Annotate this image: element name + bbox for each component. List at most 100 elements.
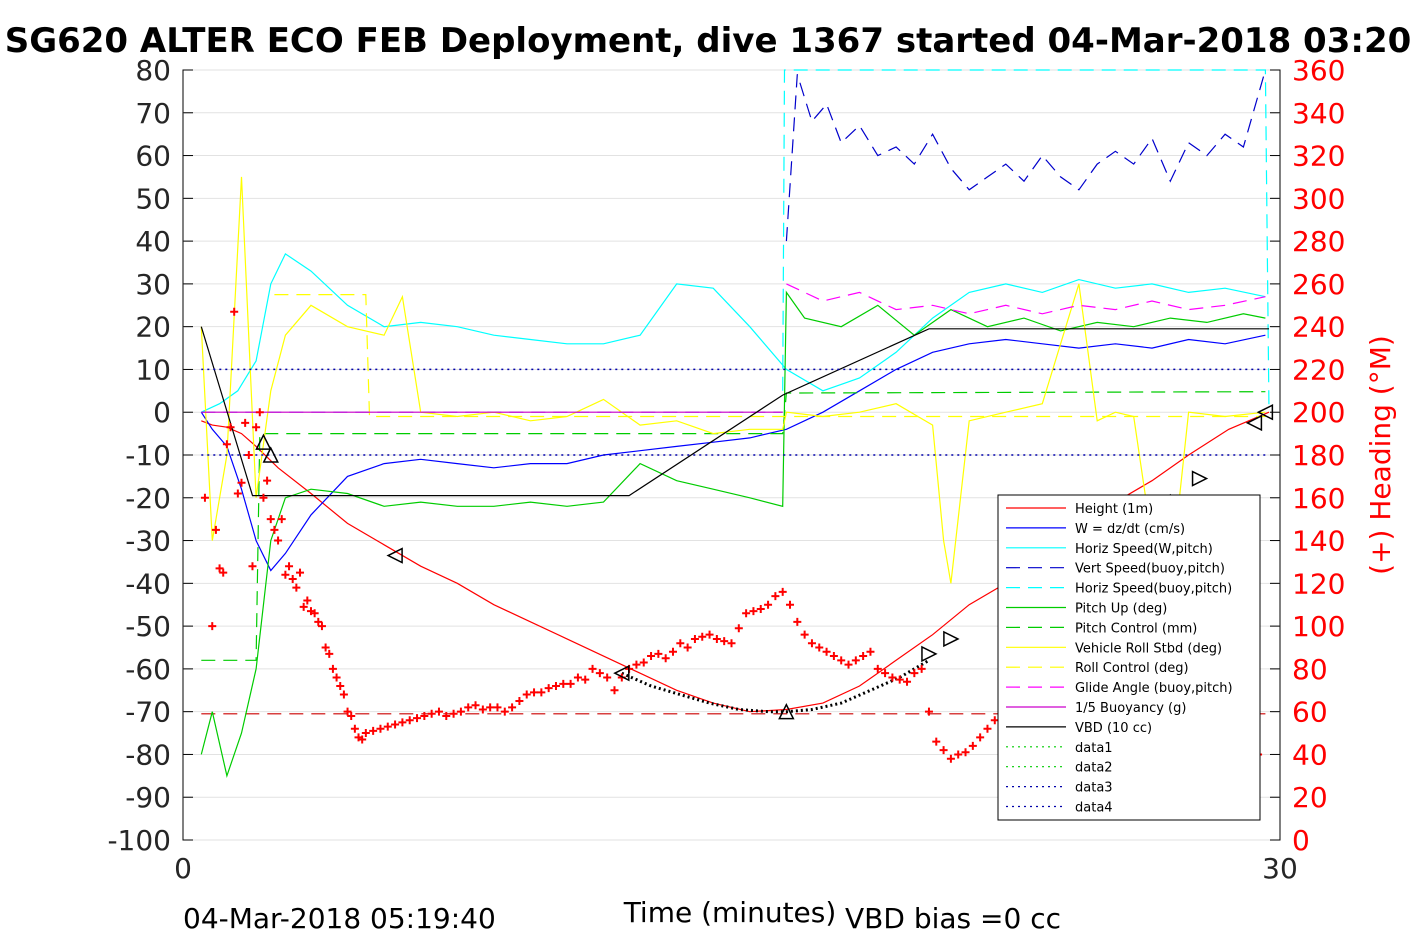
heading-point [946, 754, 955, 763]
heading-point [332, 673, 341, 682]
heading-point [299, 602, 308, 611]
heading-point [522, 690, 531, 699]
left-tick-label: 50 [135, 182, 171, 215]
heading-point [742, 609, 751, 618]
heading-point [226, 423, 235, 432]
heading-point [888, 673, 897, 682]
heading-point [588, 664, 597, 673]
left-tick-label: 30 [135, 268, 171, 301]
legend-label: Pitch Control (mm) [1075, 621, 1197, 636]
left-tick-label: -90 [125, 781, 171, 814]
heading-point [248, 562, 257, 571]
triangle-marker [778, 702, 795, 720]
heading-point [829, 652, 838, 661]
series-line-5 [200, 290, 1266, 778]
heading-point [347, 711, 356, 720]
heading-point [266, 515, 275, 524]
heading-point [310, 609, 319, 618]
heading-point [712, 634, 721, 643]
left-tick-label: -50 [125, 610, 171, 643]
left-tick-label: -60 [125, 653, 171, 686]
heading-point [983, 724, 992, 733]
heading-point [405, 716, 414, 725]
heading-point [339, 690, 348, 699]
heading-point [851, 656, 860, 665]
heading-point [288, 575, 297, 584]
heading-point [771, 592, 780, 601]
heading-point [720, 637, 729, 646]
triangle-marker [1191, 470, 1209, 487]
legend-label: data4 [1075, 801, 1113, 816]
right-tick-label: 320 [1292, 140, 1345, 173]
heading-point [361, 729, 370, 738]
heading-point [208, 622, 217, 631]
right-tick-label: 280 [1292, 225, 1345, 258]
heading-point [259, 493, 268, 502]
y-axis-right-label: (+) Heading (°M) [1364, 335, 1397, 575]
heading-point [274, 536, 283, 545]
heading-point [493, 703, 502, 712]
heading-point [822, 647, 831, 656]
right-tick-label: 20 [1292, 781, 1328, 814]
heading-point [317, 622, 326, 631]
heading-point [961, 748, 970, 757]
heading-point [321, 643, 330, 652]
left-tick-label: 20 [135, 311, 171, 344]
heading-point [654, 649, 663, 658]
heading-point [376, 724, 385, 733]
series-line-11 [200, 326, 1269, 497]
heading-point [215, 564, 224, 573]
heading-point [211, 525, 220, 534]
heading-point [939, 746, 948, 755]
heading-point [222, 440, 231, 449]
triangle-marker [921, 645, 938, 663]
legend-label: data2 [1075, 761, 1113, 776]
heading-point [500, 707, 509, 716]
heading-point [369, 726, 378, 735]
left-tick-label: -20 [125, 482, 171, 515]
legend-label: data3 [1075, 781, 1113, 796]
heading-point [350, 724, 359, 733]
x-axis-ticks: 0 30 [174, 830, 1298, 885]
heading-point [336, 682, 345, 690]
heading-point [464, 703, 473, 712]
triangle-marker [943, 630, 960, 648]
heading-point [303, 596, 312, 605]
heading-point [292, 583, 301, 592]
series-line-6 [201, 391, 1266, 661]
x-axis-label: Time (minutes) [623, 896, 837, 929]
heading-point [690, 634, 699, 643]
heading-point [786, 600, 795, 609]
heading-point [603, 673, 612, 682]
heading-point [508, 703, 517, 712]
left-tick-label: -100 [107, 824, 171, 857]
heading-point [932, 737, 941, 746]
heading-point [270, 525, 279, 534]
legend-label: Height (1m) [1075, 502, 1153, 517]
heading-point [844, 660, 853, 669]
heading-point [449, 709, 458, 718]
chart-title: SG620 ALTER ECO FEB Deployment, dive 136… [5, 21, 1412, 61]
heading-point [427, 709, 436, 718]
heading-point [793, 617, 802, 626]
heading-point [434, 707, 443, 716]
x-tick-label: 0 [174, 852, 192, 885]
heading-point [903, 677, 912, 686]
legend-label: Glide Angle (buoy,pitch) [1075, 681, 1233, 696]
heading-point [478, 705, 487, 714]
heading-point [255, 408, 264, 417]
heading-point [237, 478, 246, 487]
heading-point [866, 647, 875, 656]
legend-label: Pitch Up (deg) [1075, 602, 1167, 617]
heading-point [873, 664, 882, 673]
heading-point [632, 660, 641, 669]
heading-point [976, 733, 985, 742]
heading-point [277, 515, 286, 524]
legend-label: VBD (10 cc) [1075, 721, 1152, 736]
heading-point [559, 679, 568, 688]
x-tick-label: 30 [1262, 852, 1298, 885]
legend-box [997, 494, 1261, 821]
heading-point [968, 741, 977, 750]
heading-point [924, 707, 933, 716]
